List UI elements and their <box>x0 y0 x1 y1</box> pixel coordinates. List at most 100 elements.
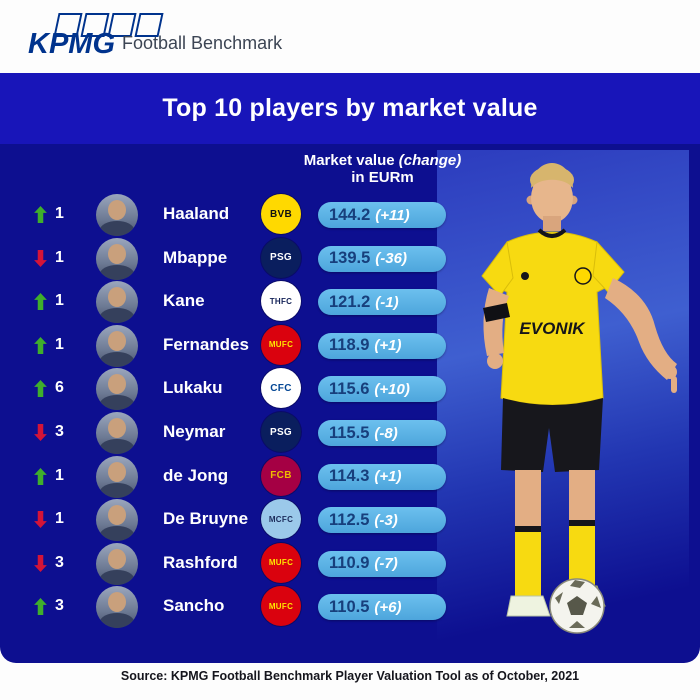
table-row: 1 Fernandes MUFC 118.9 (+1) <box>28 324 460 368</box>
club-abbr: PSG <box>269 426 293 438</box>
market-value: 121.2 <box>329 292 371 311</box>
player-shorts <box>501 398 603 472</box>
player-name: Kane <box>163 291 205 311</box>
rank-up-arrow-icon <box>34 293 47 311</box>
market-value-pill: 114.3 (+1) <box>318 463 446 490</box>
player-photo <box>96 368 138 411</box>
club-badge-icon: THFC <box>261 281 301 322</box>
ranking-list: 1 Haaland BVB 144.2 (+11) 1 Mbappe PSG 1… <box>28 193 460 655</box>
captain-armband <box>483 303 510 322</box>
rank-change-places: 1 <box>55 466 64 484</box>
club-badge-icon: MUFC <box>261 542 301 583</box>
club-abbr: BVB <box>269 208 292 220</box>
club-badge-icon: PSG <box>261 237 301 278</box>
club-badge-icon: FCB <box>261 455 301 496</box>
rank-change-places: 3 <box>55 597 64 615</box>
rank-up-arrow-icon <box>34 598 47 616</box>
club-abbr: PSG <box>269 252 293 264</box>
player-head <box>531 173 573 223</box>
market-value-pill: 118.9 (+1) <box>318 332 446 359</box>
player-photo <box>96 324 138 367</box>
table-row: 6 Lukaku CFC 115.6 (+10) <box>28 367 460 411</box>
table-row: 1 Haaland BVB 144.2 (+11) <box>28 193 460 237</box>
market-value-pill: 110.5 (+6) <box>318 594 446 621</box>
source-note: Source: KPMG Football Benchmark Player V… <box>120 669 580 683</box>
market-value-pill: 112.5 (-3) <box>318 507 446 534</box>
jersey-club-badge-icon <box>574 267 592 285</box>
rank-change-places: 1 <box>55 248 64 266</box>
player-photo <box>96 412 138 454</box>
rank-change-places: 1 <box>55 292 64 310</box>
rank-up-arrow-icon <box>34 336 47 354</box>
market-value: 110.9 <box>329 554 370 573</box>
jersey-collar <box>537 228 567 238</box>
player-name: De Bruyne <box>163 509 249 529</box>
column-header-line1: Market value (change) <box>303 152 462 169</box>
value-change: (-7) <box>374 555 398 573</box>
rank-change-places: 1 <box>55 510 64 528</box>
player-name: Haaland <box>163 204 230 223</box>
market-value-pill: 144.2 (+11) <box>318 202 446 228</box>
column-header-line2: in EURm <box>351 169 414 186</box>
rank-change-places: 1 <box>55 335 64 353</box>
player-socks <box>515 526 541 598</box>
market-value: 118.9 <box>329 336 370 355</box>
value-change: (+1) <box>374 468 402 486</box>
table-row: 1 Kane THFC 121.2 (-1) <box>28 280 460 324</box>
club-badge-icon: CFC <box>261 368 301 409</box>
player-photo <box>96 194 138 236</box>
rank-down-arrow-icon <box>34 554 47 572</box>
player-photo <box>96 586 138 629</box>
club-badge-icon: MUFC <box>261 586 301 627</box>
club-abbr: MUFC <box>268 340 294 350</box>
value-change: (-1) <box>375 293 399 311</box>
value-change: (-3) <box>374 511 398 529</box>
table-row: 3 Rashford MUFC 110.9 (-7) <box>28 542 460 586</box>
market-value-pill: 121.2 (-1) <box>318 289 446 316</box>
value-change: (+1) <box>374 337 402 355</box>
market-value-pill: 115.5 (-8) <box>318 420 446 446</box>
club-badge-icon: BVB <box>261 194 301 234</box>
club-abbr: FCB <box>270 470 292 482</box>
table-row: 1 Mbappe PSG 139.5 (-36) <box>28 237 460 281</box>
rank-up-arrow-icon <box>34 380 47 398</box>
market-value: 112.5 <box>329 510 370 529</box>
rank-change-places: 3 <box>55 553 64 571</box>
club-badge-icon: MUFC <box>261 324 301 365</box>
club-abbr: CFC <box>270 382 292 394</box>
player-photo <box>96 499 138 542</box>
club-badge-icon: PSG <box>261 412 301 452</box>
player-name: Rashford <box>163 552 238 572</box>
value-change: (-36) <box>375 250 407 268</box>
column-header: Market value (change) in EURm <box>295 152 470 186</box>
pointing-finger <box>671 376 677 393</box>
title-band: Top 10 players by market value <box>0 73 700 144</box>
value-change: (+6) <box>374 598 402 616</box>
market-value: 115.5 <box>329 423 370 442</box>
table-row: 3 Neymar PSG 115.5 (-8) <box>28 411 460 455</box>
value-change: (+10) <box>374 380 410 398</box>
rank-up-arrow-icon <box>34 467 47 485</box>
rank-change-places: 3 <box>55 423 64 440</box>
rank-down-arrow-icon <box>34 511 47 529</box>
player-photo <box>96 455 138 498</box>
player-boots <box>506 595 551 617</box>
brand-tagline: Football Benchmark <box>122 33 283 53</box>
football-icon <box>549 578 605 634</box>
value-change: (+11) <box>375 206 410 224</box>
table-row: 1 de Jong FCB 114.3 (+1) <box>28 455 460 499</box>
table-row: 1 De Bruyne MCFC 112.5 (-3) <box>28 498 460 542</box>
player-name: Fernandes <box>163 334 249 354</box>
player-photo <box>96 542 138 585</box>
player-name: Neymar <box>163 422 226 441</box>
club-badge-icon: MCFC <box>261 499 301 540</box>
market-value-pill: 139.5 (-36) <box>318 245 446 272</box>
value-change: (-8) <box>374 424 398 442</box>
player-photo-haaland: EVONIK <box>481 163 677 634</box>
market-value: 139.5 <box>329 249 371 268</box>
player-name: Mbappe <box>163 247 228 267</box>
player-name: Lukaku <box>163 378 223 398</box>
market-value-pill: 110.9 (-7) <box>318 550 446 577</box>
rank-change-places: 1 <box>55 205 64 222</box>
